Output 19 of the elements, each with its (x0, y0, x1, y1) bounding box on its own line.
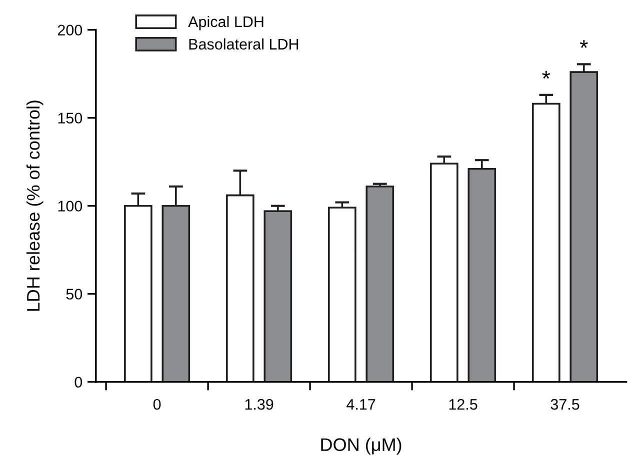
y-tick-label: 0 (74, 376, 82, 388)
bar (366, 186, 394, 382)
x-tick-label: 37.5 (550, 398, 580, 410)
x-tick-label: 0 (153, 398, 161, 410)
legend-label: Basolateral LDH (189, 38, 298, 50)
x-tick-label: 12.5 (449, 398, 478, 410)
legend-label: Apical LDH (188, 16, 264, 30)
x-tick-label: 4.17 (346, 399, 376, 410)
y-tick-label: 100 (58, 200, 82, 212)
bar (328, 206, 356, 382)
bar (264, 210, 292, 382)
annotation: * (580, 40, 588, 48)
y-axis-title: LDH release (% of control) (26, 100, 44, 311)
x-tick-label: 1.39 (245, 398, 274, 410)
y-tick-label: 50 (66, 288, 82, 300)
y-tick-label: 150 (58, 112, 82, 124)
annotation: * (542, 70, 550, 79)
x-axis-title: DON (μM) (321, 438, 402, 455)
y-tick-label: 200 (58, 24, 82, 36)
